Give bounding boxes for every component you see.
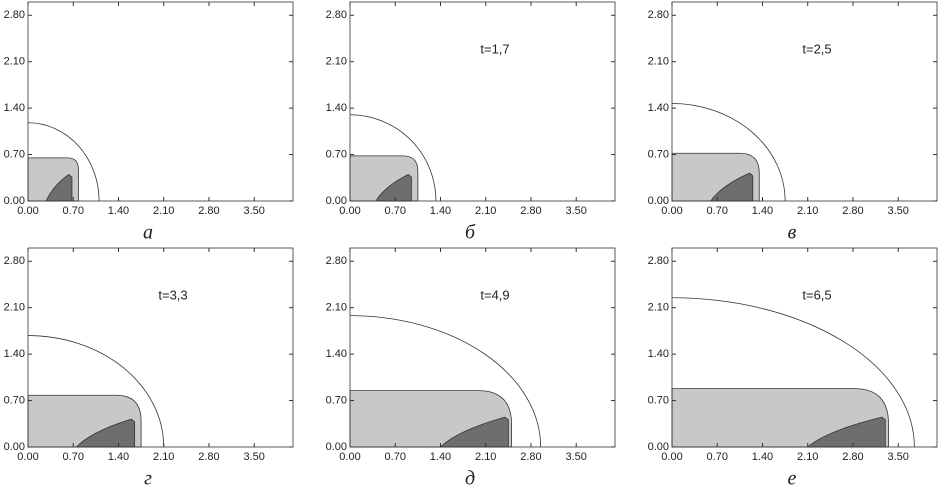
plot-frame <box>349 1 616 202</box>
x-tick-label: 0.70 <box>385 205 406 217</box>
y-tick-label: 0.70 <box>648 148 669 160</box>
x-tick-label: 0.70 <box>385 451 406 463</box>
x-tick-label: 3.50 <box>888 205 909 217</box>
y-tick-label: 2.10 <box>648 56 669 68</box>
y-tick-label: 2.80 <box>326 255 347 267</box>
dark-core <box>75 418 136 448</box>
plot-frame <box>349 247 616 448</box>
y-tick-label: 2.10 <box>4 302 25 314</box>
wave-front <box>27 122 100 202</box>
x-tick-label: 2.10 <box>797 205 818 217</box>
x-tick-label: 0.70 <box>63 451 84 463</box>
y-tick-label: 0.70 <box>326 394 347 406</box>
y-tick-label: 1.40 <box>326 348 347 360</box>
y-tick-label: 0.70 <box>648 394 669 406</box>
y-tick-label: 0.70 <box>4 394 25 406</box>
x-tick-label: 2.10 <box>153 205 174 217</box>
panel-caption: г <box>144 468 152 490</box>
time-label: t=2,5 <box>802 41 831 56</box>
x-tick-label: 1.40 <box>430 205 451 217</box>
x-tick-label: 1.40 <box>108 205 129 217</box>
y-tick-label: 1.40 <box>648 102 669 114</box>
dark-core <box>45 173 73 202</box>
wave-front <box>349 114 437 202</box>
wave-front <box>349 315 542 448</box>
y-tick-label: 0.00 <box>4 195 25 207</box>
y-tick-label: 0.70 <box>326 148 347 160</box>
x-tick-label: 0.70 <box>707 205 728 217</box>
time-label: t=6,5 <box>802 287 831 302</box>
y-tick-label: 2.80 <box>4 255 25 267</box>
panel-caption: б <box>465 222 476 244</box>
y-tick-label: 2.80 <box>648 9 669 21</box>
wave-front <box>671 297 915 448</box>
y-tick-label: 2.10 <box>648 302 669 314</box>
y-tick-label: 2.10 <box>326 302 347 314</box>
x-tick-label: 2.80 <box>842 451 863 463</box>
x-tick-label: 2.10 <box>475 451 496 463</box>
x-tick-label: 0.00 <box>17 205 38 217</box>
x-tick-label: 1.40 <box>430 451 451 463</box>
y-tick-label: 0.00 <box>326 441 347 453</box>
panel-caption: в <box>788 222 797 244</box>
x-tick-label: 0.00 <box>661 205 682 217</box>
y-tick-label: 2.80 <box>326 9 347 21</box>
x-tick-label: 3.50 <box>888 451 909 463</box>
time-label: t=1,7 <box>480 41 509 56</box>
x-tick-label: 3.50 <box>244 451 265 463</box>
x-tick-label: 2.80 <box>842 205 863 217</box>
x-tick-label: 2.10 <box>475 205 496 217</box>
plot-frame <box>27 247 294 448</box>
x-tick-label: 2.80 <box>520 451 541 463</box>
time-label: t=4,9 <box>480 287 509 302</box>
x-tick-label: 2.10 <box>153 451 174 463</box>
dark-core <box>710 172 754 202</box>
y-tick-label: 2.10 <box>4 56 25 68</box>
time-label: t=3,3 <box>158 287 187 302</box>
dark-core <box>439 416 509 448</box>
x-tick-label: 0.70 <box>63 205 84 217</box>
x-tick-label: 2.80 <box>520 205 541 217</box>
y-tick-label: 0.00 <box>648 441 669 453</box>
panel-caption: д <box>465 468 475 490</box>
plot-frame <box>671 1 938 202</box>
x-tick-label: 1.40 <box>108 451 129 463</box>
dark-core <box>375 173 412 202</box>
wave-front <box>27 335 165 448</box>
y-tick-label: 0.00 <box>326 195 347 207</box>
dark-core <box>806 416 886 448</box>
wave-front <box>671 103 786 202</box>
x-tick-label: 0.00 <box>17 451 38 463</box>
x-tick-label: 0.00 <box>661 451 682 463</box>
x-tick-label: 1.40 <box>752 451 773 463</box>
plot-frame <box>671 247 938 448</box>
y-tick-label: 2.80 <box>4 9 25 21</box>
y-tick-label: 2.10 <box>326 56 347 68</box>
x-tick-label: 3.50 <box>566 205 587 217</box>
x-tick-label: 1.40 <box>752 205 773 217</box>
y-tick-label: 2.80 <box>648 255 669 267</box>
x-tick-label: 3.50 <box>566 451 587 463</box>
y-tick-label: 0.70 <box>4 148 25 160</box>
plot-frame <box>27 1 294 202</box>
panel-caption: е <box>788 468 797 490</box>
y-tick-label: 1.40 <box>4 348 25 360</box>
x-tick-label: 0.00 <box>339 451 360 463</box>
y-tick-label: 0.00 <box>648 195 669 207</box>
y-tick-label: 1.40 <box>4 102 25 114</box>
x-tick-label: 0.70 <box>707 451 728 463</box>
x-tick-label: 2.80 <box>198 205 219 217</box>
x-tick-label: 0.00 <box>339 205 360 217</box>
y-tick-label: 1.40 <box>326 102 347 114</box>
x-tick-label: 2.80 <box>198 451 219 463</box>
y-tick-label: 0.00 <box>4 441 25 453</box>
y-tick-label: 1.40 <box>648 348 669 360</box>
x-tick-label: 3.50 <box>244 205 265 217</box>
panel-caption: а <box>143 222 153 244</box>
x-tick-label: 2.10 <box>797 451 818 463</box>
